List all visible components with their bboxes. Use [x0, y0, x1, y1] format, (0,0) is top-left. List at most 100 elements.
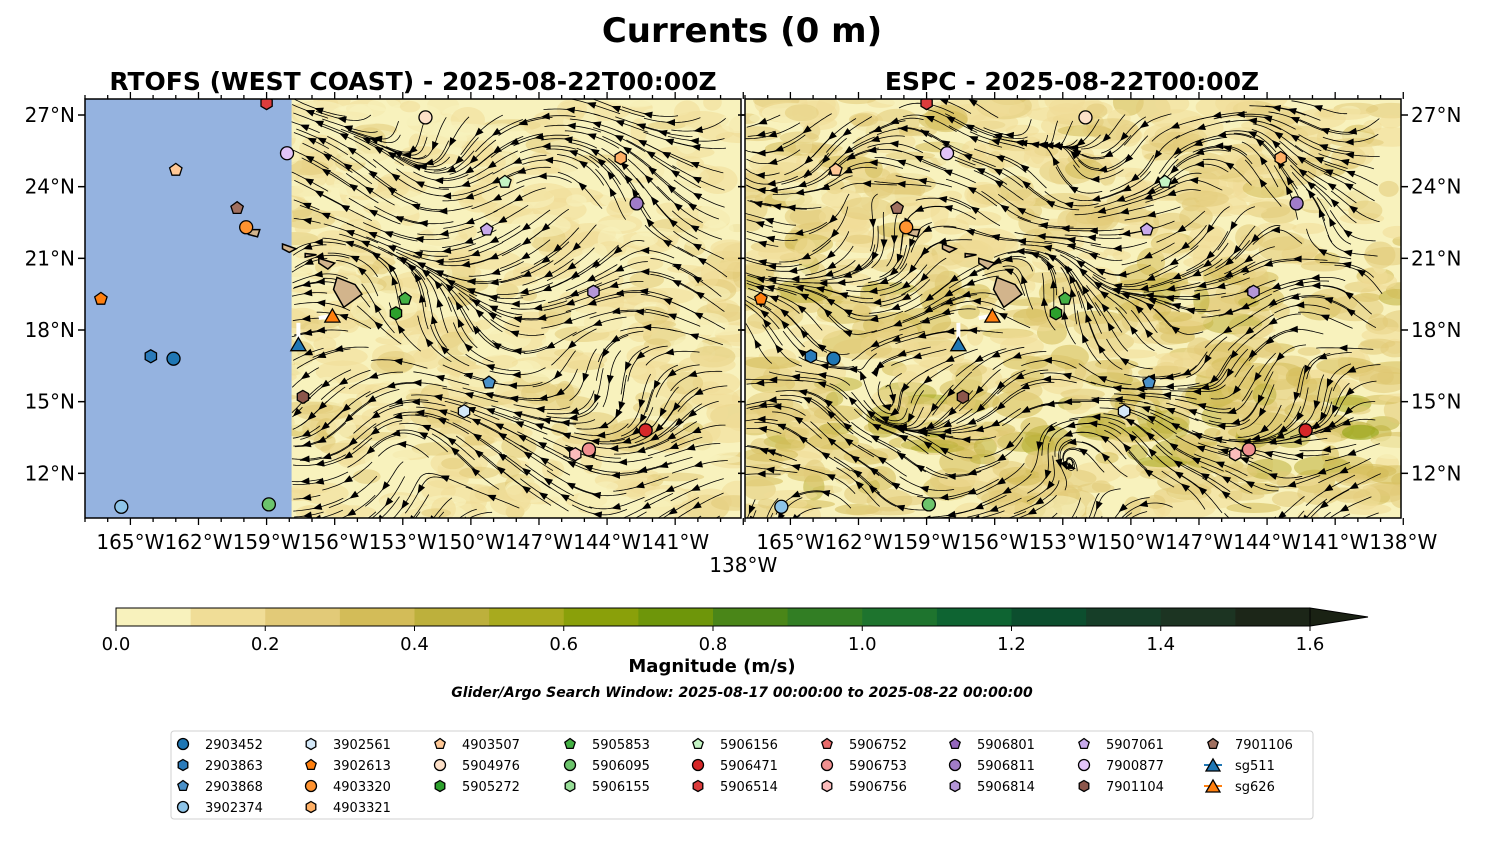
streamline-arrow	[768, 376, 778, 384]
streamline-arrow	[1102, 133, 1112, 143]
streamline-arrow	[489, 252, 499, 260]
streamline-arrow	[896, 253, 904, 264]
streamline-arrow	[397, 324, 406, 334]
streamline-arrow	[1314, 157, 1325, 164]
streamline-arrow	[639, 413, 648, 424]
magnitude-patch	[1038, 459, 1064, 487]
streamline-arrow	[1096, 500, 1103, 511]
streamline-arrow	[842, 127, 852, 137]
legend-marker-icon	[1078, 779, 1090, 793]
streamline-arrow	[821, 154, 831, 164]
magnitude-patch	[802, 505, 821, 518]
magnitude-patch	[571, 305, 627, 333]
streamline-arrow	[1346, 365, 1357, 373]
streamline-arrow	[485, 364, 496, 371]
legend-entry: 5906471	[691, 758, 778, 774]
streamline-arrow	[615, 120, 625, 127]
streamline-arrow	[292, 407, 302, 417]
streamline-arrow	[765, 466, 775, 474]
streamline-arrow	[521, 485, 531, 494]
magnitude-patch	[642, 183, 689, 202]
streamline-arrow	[1113, 396, 1123, 404]
streamline-arrow	[463, 237, 474, 244]
streamline-arrow	[1227, 407, 1237, 415]
streamline-arrow	[1170, 422, 1181, 431]
streamline-arrow	[560, 419, 570, 427]
streamline-arrow	[513, 194, 524, 202]
streamline-arrow	[609, 281, 619, 289]
colorbar-tick-label: 0.4	[400, 634, 429, 655]
hawaii-island	[281, 242, 298, 254]
y-tick-label: 21°N	[25, 246, 75, 270]
streamline-arrow	[315, 326, 326, 334]
streamline-arrow	[1166, 284, 1176, 292]
streamline-arrow	[965, 278, 975, 286]
streamline-arrow	[374, 321, 384, 330]
streamline-arrow	[432, 140, 439, 151]
streamline-arrow	[1344, 138, 1354, 146]
streamline-arrow	[402, 151, 412, 159]
streamline-arrow	[1129, 325, 1138, 335]
streamline-arrow	[1045, 400, 1055, 408]
streamline-arrow	[825, 474, 836, 481]
magnitude-patch	[773, 264, 812, 282]
streamline-arrow	[842, 330, 853, 338]
streamline-arrow	[687, 203, 698, 211]
streamline-arrow	[798, 435, 808, 444]
legend-marker-icon	[434, 737, 446, 750]
streamline-arrow	[1196, 123, 1206, 131]
float-marker-5906811	[629, 196, 644, 211]
streamline-arrow	[638, 399, 646, 409]
float-marker-2903868	[482, 375, 496, 389]
streamline-arrow	[939, 99, 949, 106]
float-marker-7900877	[279, 146, 295, 161]
float-marker-2903868	[1142, 375, 1156, 389]
streamline-arrow	[917, 177, 928, 185]
streamline-arrow	[1320, 128, 1330, 135]
y-tick-label: 12°N	[1411, 461, 1461, 485]
magnitude-patch	[422, 121, 477, 137]
streamline-arrow	[1267, 437, 1277, 445]
streamline-arrow	[946, 510, 956, 518]
streamline-arrow	[1046, 424, 1056, 433]
streamline-arrow	[1051, 141, 1062, 149]
streamline-arrow	[919, 130, 930, 138]
streamline-arrow	[1338, 344, 1348, 352]
streamline-arrow	[666, 432, 677, 440]
streamline-arrow	[875, 361, 885, 370]
magnitude-patch	[1126, 444, 1148, 461]
streamline-arrow	[961, 436, 971, 444]
streamline-arrow	[636, 351, 646, 360]
streamline-arrow	[1146, 210, 1157, 218]
streamline-arrow	[693, 312, 704, 320]
streamline-arrow	[1259, 178, 1268, 188]
streamline-arrow	[1000, 204, 1010, 213]
streamline-arrow	[767, 276, 777, 284]
streamline-arrow	[1292, 255, 1302, 263]
streamline-arrow	[901, 293, 912, 301]
streamline-arrow	[1332, 404, 1339, 415]
legend-entry: sg511	[1204, 757, 1275, 774]
streamline-arrow	[591, 491, 602, 499]
streamline-arrow	[896, 159, 907, 167]
streamline-arrow	[488, 305, 499, 313]
streamline-arrow	[522, 270, 532, 277]
streamline-arrow	[1247, 131, 1258, 139]
streamline-arrow	[572, 242, 582, 252]
magnitude-patch	[1165, 233, 1187, 247]
magnitude-patch	[337, 138, 389, 162]
magnitude-patch	[1150, 109, 1204, 130]
magnitude-patch	[875, 99, 920, 106]
magnitude-patch	[1360, 338, 1396, 349]
streamline-arrow	[587, 298, 597, 306]
streamline-arrow	[301, 315, 311, 323]
magnitude-patch	[1026, 106, 1084, 122]
y-tick-label: 24°N	[25, 175, 75, 199]
magnitude-patch	[505, 165, 562, 175]
streamline-arrow	[1217, 131, 1227, 139]
legend-label: 4903320	[333, 780, 391, 795]
streamline-arrow	[569, 407, 580, 415]
x-tick-label: 141°W	[1301, 530, 1369, 554]
streamline-arrow	[343, 475, 353, 483]
streamline-arrow	[591, 121, 602, 129]
